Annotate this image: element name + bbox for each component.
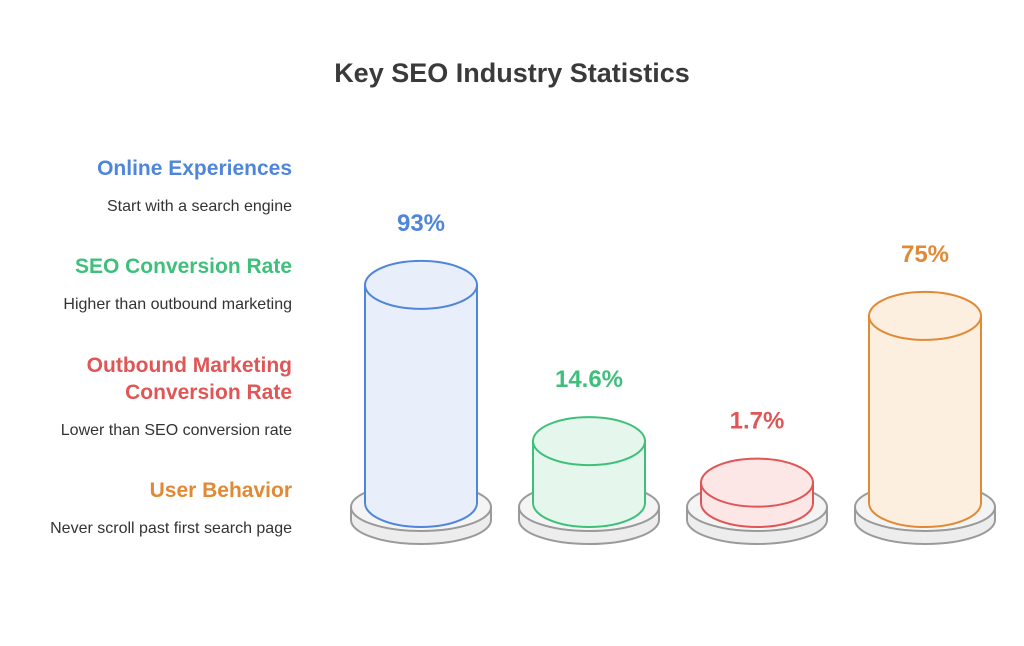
legend-desc: Start with a search engine	[107, 198, 292, 215]
bar-cylinder-body	[868, 314, 982, 528]
bar-2: 14.6%	[518, 366, 660, 545]
legend-label: User Behavior	[149, 479, 292, 502]
bar-cylinder-top	[868, 290, 982, 341]
bar-cylinder-body	[364, 283, 478, 528]
legend-desc: Never scroll past first search page	[50, 520, 292, 537]
legend-item-seo-conversion-rate: SEO Conversion Rate Higher than outbound…	[63, 253, 292, 315]
bar-value-label: 93%	[397, 210, 445, 237]
bar-value-label: 14.6%	[555, 366, 623, 393]
legend-label: Outbound Marketing Conversion Rate	[86, 354, 292, 404]
legend-desc: Lower than SEO conversion rate	[60, 422, 292, 439]
bar-value-label: 75%	[901, 241, 949, 268]
bar-3: 1.7%	[686, 408, 828, 545]
legend-item-online-experiences: Online Experiences Start with a search e…	[97, 155, 292, 217]
bar-cylinder-top	[364, 259, 478, 310]
chart-title: Key SEO Industry Statistics	[334, 58, 690, 88]
bar-cylinder-top	[532, 416, 646, 467]
bar-value-label: 1.7%	[730, 408, 785, 435]
bar-cylinder-top	[700, 457, 814, 508]
legend-item-user-behavior: User Behavior Never scroll past first se…	[42, 477, 292, 539]
bar-4: 75%	[854, 241, 996, 545]
legend-item-outbound-marketing: Outbound Marketing Conversion Rate Lower…	[32, 352, 292, 441]
bar-1: 93%	[350, 210, 492, 545]
legend-desc: Higher than outbound marketing	[63, 296, 292, 313]
legend-label: SEO Conversion Rate	[74, 255, 292, 278]
legend-label: Online Experiences	[97, 157, 292, 180]
